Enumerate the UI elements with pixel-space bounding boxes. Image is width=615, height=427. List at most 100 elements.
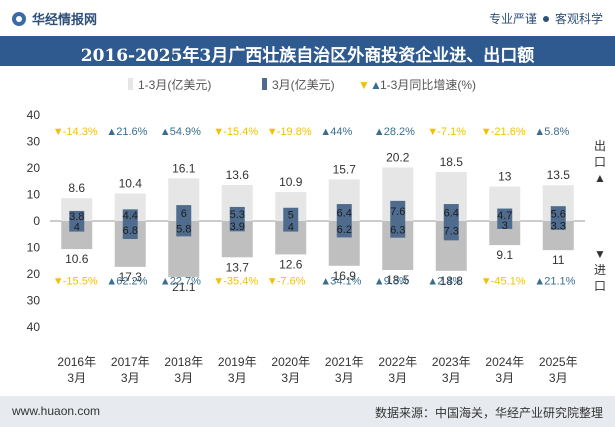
import-ytd-label: 18.5 bbox=[386, 273, 410, 287]
export-ytd-label: 18.5 bbox=[440, 155, 464, 169]
export-ytd-label: 15.7 bbox=[333, 162, 357, 176]
import-month-label: 6.8 bbox=[123, 225, 138, 237]
title-bar: 2016-2025年3月广西壮族自治区外商投资企业进、出口额 bbox=[0, 36, 615, 66]
x-tick-label-year: 2021年 bbox=[325, 355, 364, 369]
y-tick-label: 10 bbox=[27, 241, 41, 255]
import-ytd-label: 21.1 bbox=[172, 280, 196, 294]
import-month-label: 4 bbox=[74, 221, 80, 233]
legend-swatch-1 bbox=[262, 78, 267, 90]
legend-swatch-0 bbox=[128, 78, 133, 90]
growth-up-icon: ▲ bbox=[320, 126, 331, 138]
export-month-label: 4.7 bbox=[497, 210, 512, 222]
export-growth-label: 21.6% bbox=[116, 126, 147, 138]
export-month-label: 5.3 bbox=[230, 209, 245, 221]
import-month-label: 5.8 bbox=[176, 224, 191, 236]
export-ytd-bar bbox=[61, 198, 93, 221]
import-month-bar bbox=[69, 221, 85, 232]
export-month-label: 6.4 bbox=[337, 208, 352, 220]
import-ytd-label: 12.6 bbox=[279, 257, 303, 271]
import-month-label: 3.3 bbox=[551, 220, 566, 232]
slogan-a: 专业严谨 bbox=[488, 12, 537, 26]
y-tick-label: 0 bbox=[33, 214, 40, 228]
export-month-bar bbox=[443, 204, 459, 221]
site-url: www.huaon.com bbox=[12, 404, 101, 418]
import-growth-label: 2.4% bbox=[437, 276, 462, 288]
export-growth-label: 5.8% bbox=[544, 126, 569, 138]
legend-label-2: 1-3月同比增速(%) bbox=[380, 78, 476, 92]
export-month-label: 3.8 bbox=[69, 211, 84, 223]
import-month-bar bbox=[229, 221, 245, 232]
x-tick-label-month: 3月 bbox=[174, 371, 193, 385]
growth-down-icon: ▼ bbox=[481, 276, 492, 288]
import-growth-label: 34.1% bbox=[330, 276, 361, 288]
x-tick-label-year: 2019年 bbox=[218, 355, 257, 369]
export-growth-label: -21.6% bbox=[491, 126, 526, 138]
export-month-bar bbox=[390, 200, 406, 221]
export-ytd-label: 8.6 bbox=[68, 181, 85, 195]
import-month-label: 3 bbox=[502, 220, 508, 232]
growth-up-icon: ▲ bbox=[374, 276, 385, 288]
x-tick-label-year: 2023年 bbox=[432, 355, 471, 369]
import-ytd-label: 11 bbox=[552, 253, 565, 267]
import-side-label: 口 bbox=[594, 279, 606, 293]
x-tick-label-month: 3月 bbox=[281, 371, 300, 385]
legend-swatch-down-icon: ▼ bbox=[358, 78, 370, 92]
import-ytd-label: 16.9 bbox=[333, 269, 357, 283]
x-tick-label-year: 2024年 bbox=[485, 355, 524, 369]
y-tick-label: 30 bbox=[27, 135, 41, 149]
import-growth-label: -45.1% bbox=[491, 276, 526, 288]
import-month-bar bbox=[176, 221, 192, 237]
import-ytd-label: 9.1 bbox=[496, 248, 513, 262]
import-month-label: 6.2 bbox=[337, 224, 352, 236]
import-month-bar bbox=[443, 221, 459, 241]
import-side-label: 进 bbox=[594, 263, 606, 277]
export-ytd-label: 13.5 bbox=[547, 168, 571, 182]
footer: www.huaon.com 数据来源：中国海关，华经产业研究院整理 bbox=[0, 396, 615, 427]
x-tick-label-month: 3月 bbox=[442, 371, 461, 385]
legend-label-1: 3月(亿美元) bbox=[272, 77, 335, 92]
export-month-label: 4.4 bbox=[123, 210, 138, 222]
growth-down-icon: ▼ bbox=[53, 126, 64, 138]
export-month-bar bbox=[550, 206, 566, 221]
export-month-bar bbox=[229, 206, 245, 221]
slogan-b: 客观科学 bbox=[554, 12, 603, 26]
import-month-bar bbox=[122, 221, 138, 240]
growth-down-icon: ▼ bbox=[427, 126, 438, 138]
slogan: 专业严谨 客观科学 bbox=[489, 10, 603, 27]
growth-down-icon: ▼ bbox=[267, 126, 278, 138]
export-ytd-label: 10.4 bbox=[119, 176, 143, 190]
y-tick-label: 20 bbox=[27, 267, 41, 281]
import-growth-label: 9.3% bbox=[384, 276, 409, 288]
export-ytd-label: 20.2 bbox=[386, 150, 410, 164]
import-ytd-label: 18.8 bbox=[440, 274, 464, 288]
import-month-bar bbox=[497, 221, 513, 229]
growth-up-icon: ▲ bbox=[374, 126, 385, 138]
import-growth-label: -15.5% bbox=[63, 276, 98, 288]
import-growth-label: 62.2% bbox=[116, 276, 147, 288]
import-month-label: 4 bbox=[288, 221, 294, 233]
export-month-label: 5 bbox=[288, 209, 294, 221]
import-ytd-label: 13.7 bbox=[226, 260, 250, 274]
growth-up-icon: ▲ bbox=[534, 126, 545, 138]
export-side-label: 口 bbox=[594, 155, 606, 169]
x-tick-label-month: 3月 bbox=[228, 371, 247, 385]
import-growth-label: -35.4% bbox=[223, 276, 258, 288]
export-growth-label: 28.2% bbox=[384, 126, 415, 138]
y-tick-label: 30 bbox=[27, 294, 41, 308]
export-growth-label: 44% bbox=[330, 126, 352, 138]
y-tick-label: 10 bbox=[27, 188, 41, 202]
y-tick-label: 20 bbox=[27, 161, 41, 175]
x-tick-label-year: 2020年 bbox=[271, 355, 310, 369]
export-month-label: 7.6 bbox=[390, 206, 405, 218]
export-ytd-label: 10.9 bbox=[279, 175, 303, 189]
growth-up-icon: ▲ bbox=[106, 276, 117, 288]
x-tick-label-month: 3月 bbox=[335, 371, 354, 385]
import-month-bar bbox=[390, 221, 406, 238]
growth-down-icon: ▼ bbox=[53, 276, 64, 288]
brand-name: 华经情报网 bbox=[32, 12, 98, 27]
export-month-label: 6 bbox=[181, 208, 187, 220]
brand: 华经情报网 bbox=[12, 9, 97, 28]
growth-up-icon: ▲ bbox=[534, 276, 545, 288]
x-tick-label-month: 3月 bbox=[67, 371, 86, 385]
growth-up-icon: ▲ bbox=[106, 126, 117, 138]
